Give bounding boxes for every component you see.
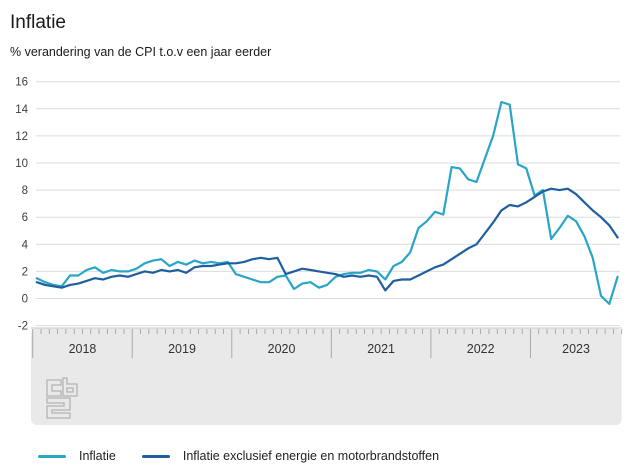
y-axis-label-2: 2 (22, 266, 28, 278)
y-axis-label-16: 16 (15, 77, 28, 89)
legend-swatch-inflatie (38, 454, 66, 458)
cbs-logo-part-1 (62, 377, 78, 397)
legend-item-inflatie-exclusief[interactable]: Inflatie exclusief energie en motorbrand… (141, 449, 440, 463)
legend-label-inflatie-exclusief: Inflatie exclusief energie en motorbrand… (182, 449, 440, 463)
series-line-inflatie-exclusief[interactable] (35, 187, 619, 292)
cbs-logo-part-0 (46, 379, 62, 397)
y-axis-label-4: 4 (22, 239, 29, 251)
x-axis-year-label-2019: 2019 (168, 342, 196, 356)
series-line-inflatie[interactable] (35, 100, 619, 305)
x-axis-year-label-2022: 2022 (467, 342, 495, 356)
legend-swatch-inflatie-exclusief (141, 454, 170, 458)
chart-plot-area: -2 0 2 4 6 8 10 12 14 16 2018 2019 2020 2021 2022 2023 (15, 77, 623, 425)
y-axis-label-14: 14 (15, 104, 28, 116)
y-axis-label-10: 10 (15, 158, 28, 170)
page-title: Inflatie (10, 12, 66, 33)
y-axis-label--2: -2 (18, 321, 28, 333)
y-axis-label-8: 8 (22, 185, 28, 197)
legend-label-inflatie: Inflatie (79, 449, 116, 463)
inflation-chart-page: Inflatie % verandering van de CPI t.o.v … (0, 12, 627, 470)
cbs-logo-part-2 (46, 397, 71, 419)
x-axis-year-label-2023: 2023 (562, 342, 590, 356)
y-axis-label-0: 0 (22, 294, 28, 306)
y-axis-label-6: 6 (22, 212, 28, 224)
x-axis-year-label-2021: 2021 (367, 342, 395, 356)
time-axis-scrubber[interactable] (31, 328, 622, 425)
y-axis-label-12: 12 (15, 131, 28, 143)
chart-subtitle: % verandering van de CPI t.o.v een jaar … (10, 44, 272, 59)
chart-legend: Inflatie Inflatie exclusief energie en m… (38, 449, 439, 463)
x-axis-year-label-2020: 2020 (268, 342, 296, 356)
legend-item-inflatie[interactable]: Inflatie (38, 449, 116, 463)
x-axis-year-label-2018: 2018 (69, 342, 97, 356)
